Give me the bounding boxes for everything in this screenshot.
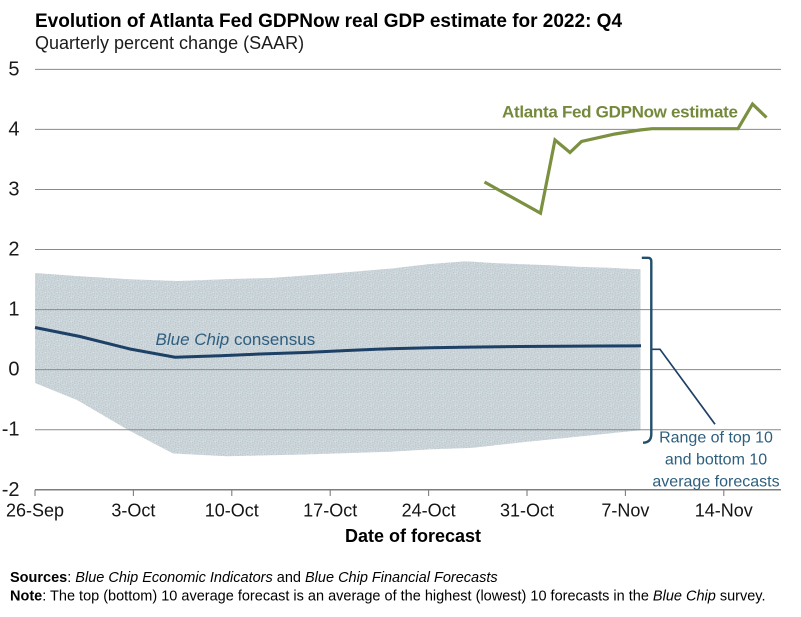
svg-text:7-Nov: 7-Nov — [601, 501, 649, 521]
svg-text:26-Sep: 26-Sep — [6, 501, 64, 521]
svg-text:14-Nov: 14-Nov — [695, 501, 753, 521]
svg-text:3-Oct: 3-Oct — [111, 501, 155, 521]
svg-text:-1: -1 — [2, 419, 20, 441]
svg-text:average forecasts: average forecasts — [652, 474, 779, 491]
svg-text:1: 1 — [8, 299, 19, 321]
svg-text:31-Oct: 31-Oct — [500, 501, 554, 521]
svg-text:-2: -2 — [2, 479, 20, 501]
svg-text:Note: The top (bottom) 10 aver: Note: The top (bottom) 10 average foreca… — [10, 589, 766, 605]
svg-text:3: 3 — [8, 179, 19, 201]
svg-text:Quarterly percent change (SAAR: Quarterly percent change (SAAR) — [35, 33, 304, 53]
svg-text:5: 5 — [8, 58, 19, 80]
svg-text:0: 0 — [8, 359, 19, 381]
svg-text:24-Oct: 24-Oct — [402, 501, 456, 521]
svg-text:17-Oct: 17-Oct — [303, 501, 357, 521]
svg-text:Range of top 10: Range of top 10 — [659, 430, 773, 447]
svg-text:Evolution of Atlanta Fed GDPNo: Evolution of Atlanta Fed GDPNow real GDP… — [35, 11, 622, 32]
svg-text:Blue Chip consensus: Blue Chip consensus — [156, 330, 316, 349]
svg-text:Sources: Blue Chip Economic In: Sources: Blue Chip Economic Indicators a… — [10, 570, 498, 586]
svg-text:10-Oct: 10-Oct — [205, 501, 259, 521]
svg-text:Date of forecast: Date of forecast — [345, 526, 481, 546]
svg-text:2: 2 — [8, 239, 19, 261]
svg-text:and bottom 10: and bottom 10 — [665, 452, 767, 469]
svg-text:Atlanta Fed GDPNow estimate: Atlanta Fed GDPNow estimate — [502, 103, 738, 122]
svg-text:4: 4 — [8, 118, 19, 140]
